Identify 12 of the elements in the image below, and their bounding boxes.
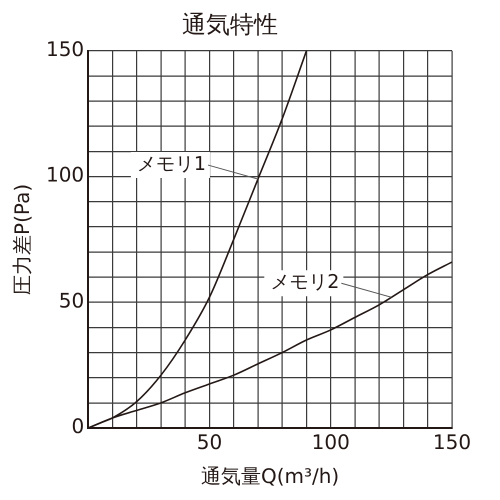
chart-title: 通気特性 — [182, 10, 278, 39]
y-tick-label: 0 — [71, 414, 84, 438]
y-axis-title: 圧力差P(Pa) — [10, 184, 34, 295]
y-tick-label: 100 — [46, 162, 84, 187]
annotation: メモリ2 — [270, 271, 340, 294]
y-tick-label: 50 — [58, 288, 84, 312]
x-tick-label: 100 — [312, 430, 350, 454]
x-tick-label: 50 — [196, 430, 222, 454]
x-axis-title: 通気量Q(m³/h) — [200, 464, 340, 488]
annotation: メモリ1 — [136, 152, 206, 175]
x-tick-label: 150 — [432, 430, 472, 454]
y-tick-label: 150 — [46, 37, 84, 62]
